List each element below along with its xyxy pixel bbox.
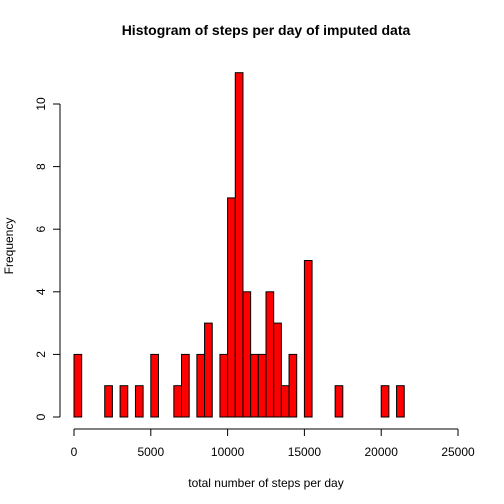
histogram-bar [204,322,213,418]
chart-title: Histogram of steps per day of imputed da… [122,22,411,38]
histogram-bar [380,385,390,418]
histogram-bar [303,260,313,418]
histogram-bar [73,353,83,418]
histogram-bar [250,353,259,418]
histogram-bar [280,385,290,418]
histogram-bar [173,385,183,418]
histogram-bar [234,72,244,418]
y-axis-label: Frequency [2,218,16,275]
y-tick-label: 4 [34,288,48,295]
y-tick-label: 8 [34,163,48,170]
histogram-bar [227,197,236,418]
histogram-bar [150,353,159,418]
histogram-bar [219,353,229,418]
y-axis: 0 2 4 6 8 10 [34,97,61,420]
x-tick-label: 15000 [288,445,322,459]
histogram-bar [196,353,206,418]
y-tick-label: 0 [34,413,48,420]
histogram-bar [257,353,267,418]
x-tick-label: 0 [71,445,78,459]
histogram-bar [334,385,344,418]
histogram-bar [119,385,129,418]
bars-group [73,72,405,418]
histogram-bar [104,385,113,418]
x-tick-label: 20000 [365,445,399,459]
x-axis: 0 5000 10000 15000 20000 25000 [71,428,475,459]
y-tick-label: 6 [34,226,48,233]
y-tick-label: 10 [34,97,48,111]
histogram-bar [181,353,190,418]
x-tick-label: 10000 [211,445,245,459]
histogram-bar [396,385,405,418]
x-tick-label: 25000 [441,445,475,459]
x-axis-label: total number of steps per day [188,476,343,490]
x-tick-label: 5000 [137,445,164,459]
histogram-bar [265,291,275,418]
histogram-bar [242,291,252,418]
histogram-bar [134,385,144,418]
y-tick-label: 2 [34,351,48,358]
histogram-bar [273,322,282,418]
histogram-bar [288,353,298,418]
